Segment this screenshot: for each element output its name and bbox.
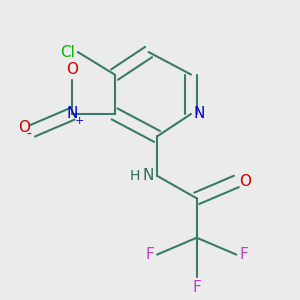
Text: O: O bbox=[239, 174, 251, 189]
Text: O: O bbox=[18, 121, 30, 136]
Text: F: F bbox=[192, 280, 201, 295]
Text: N: N bbox=[143, 168, 154, 183]
Text: O: O bbox=[66, 62, 78, 77]
Text: N: N bbox=[194, 106, 205, 122]
Text: +: + bbox=[74, 116, 84, 126]
Text: F: F bbox=[146, 247, 154, 262]
Text: N: N bbox=[67, 106, 78, 122]
Text: Cl: Cl bbox=[60, 44, 75, 59]
Text: -: - bbox=[27, 128, 32, 142]
Text: H: H bbox=[130, 169, 140, 183]
Text: F: F bbox=[239, 247, 248, 262]
